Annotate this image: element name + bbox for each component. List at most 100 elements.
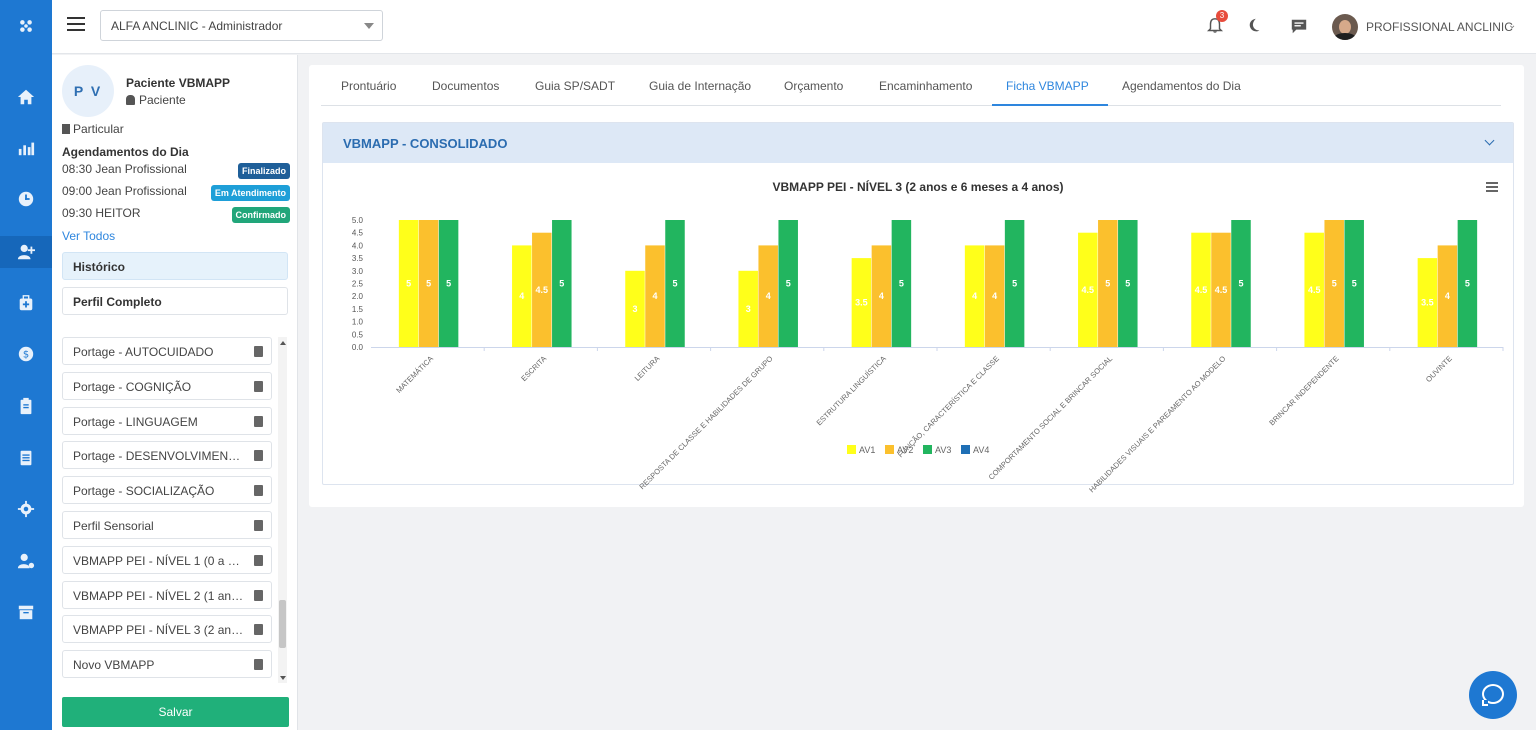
bar-av3 — [665, 220, 685, 347]
record-item[interactable]: Portage - AUTOCUIDADO — [62, 337, 272, 365]
record-item[interactable]: Portage - DESENVOLVIMENTO MOTOR — [62, 441, 272, 470]
clipboard-icon[interactable] — [254, 415, 263, 427]
tab-7[interactable]: Agendamentos do Dia — [1122, 79, 1241, 93]
legend-item[interactable]: AV1 — [847, 445, 875, 455]
clipboard-icon[interactable] — [254, 380, 263, 392]
user-name[interactable]: PROFISSIONAL ANCLINIC — [1366, 20, 1513, 34]
legend-label: AV1 — [859, 445, 876, 455]
clipboard-icon[interactable] — [0, 390, 52, 422]
bar-av1 — [1191, 232, 1211, 347]
patient-name: Paciente VBMAPP — [126, 76, 231, 90]
user-settings-icon[interactable] — [0, 545, 52, 577]
bar-av2 — [1437, 245, 1458, 347]
section-title: VBMAPP - CONSOLIDADO — [343, 136, 508, 151]
main-card: Prontuário Documentos Guia SP/SADT Guia de … — [309, 65, 1524, 507]
settings-icon[interactable] — [0, 493, 52, 525]
clipboard-icon[interactable] — [254, 589, 263, 601]
tab-6[interactable]: Ficha VBMAPP — [1006, 79, 1089, 93]
status-badge: Finalizado — [237, 163, 290, 179]
record-item[interactable]: Portage - SOCIALIZAÇÃO — [62, 476, 272, 505]
section-header[interactable]: VBMAPP - CONSOLIDADO — [323, 123, 1513, 163]
archive-icon[interactable] — [0, 596, 52, 628]
record-item[interactable]: Novo VBMAPP — [62, 650, 272, 679]
appointment-row[interactable]: 08:30 Jean Profissional Finalizado — [62, 162, 290, 180]
record-item[interactable]: Perfil Sensorial — [62, 511, 272, 539]
messages-icon[interactable] — [1288, 15, 1310, 37]
tab-1[interactable]: Documentos — [432, 79, 500, 93]
clipboard-icon[interactable] — [254, 485, 263, 497]
tab-2[interactable]: Guia SP/SADT — [535, 79, 616, 93]
tab-5[interactable]: Encaminhamento — [879, 79, 973, 93]
bar-av2 — [418, 220, 439, 347]
appointment-row[interactable]: 09:00 Jean Profissional Em Atendimento — [62, 184, 290, 202]
record-item[interactable]: VBMAPP PEI - NÍVEL 2 (1 ano e 6 meses a … — [62, 580, 272, 609]
user-avatar[interactable] — [1332, 14, 1358, 40]
history-tab[interactable]: Histórico — [62, 252, 288, 280]
chart-icon[interactable] — [0, 132, 52, 164]
scroll-down-icon[interactable] — [280, 676, 286, 680]
clock-icon[interactable] — [0, 183, 52, 215]
x-category-label: HABILIDADES VISUAIS E PAREAMENTO AO MODE… — [1087, 354, 1227, 494]
dark-mode-icon[interactable] — [1243, 15, 1265, 37]
chart-menu-icon[interactable] — [1486, 182, 1498, 194]
chart-title: VBMAPP PEI - NÍVEL 3 (2 anos e 6 meses a… — [772, 180, 1064, 194]
record-item[interactable]: Portage - COGNIÇÃO — [62, 371, 272, 400]
clinic-select[interactable]: ALFA ANCLINIC - Administrador — [100, 10, 383, 41]
bell-icon[interactable]: 3 — [1204, 10, 1228, 37]
medical-bag-icon[interactable] — [0, 287, 52, 319]
legend-item[interactable]: AV2 — [885, 445, 913, 455]
bar-av2 — [984, 245, 1005, 347]
status-badge: Em Atendimento — [210, 185, 290, 201]
records-scrollbar[interactable] — [278, 337, 287, 683]
record-item[interactable]: VBMAPP PEI - NÍVEL 1 (0 a 1 ano e 6 mese… — [62, 545, 272, 574]
y-tick-label: 0.0 — [352, 343, 364, 352]
chat-icon[interactable] — [1469, 671, 1517, 719]
bar-value-label: 5 — [559, 279, 564, 289]
logo-icon[interactable] — [0, 10, 52, 42]
clipboard-icon[interactable] — [254, 520, 263, 531]
bar-value-label: 4 — [992, 291, 997, 301]
legend-swatch — [923, 445, 932, 454]
bar-value-label: 4.5 — [1215, 285, 1228, 295]
records-list: Portage - AUTOCUIDADO Portage - COGNIÇÃO P… — [52, 325, 298, 685]
legend-swatch — [847, 445, 856, 454]
clipboard-icon[interactable] — [254, 659, 263, 671]
bar-value-label: 5 — [406, 279, 411, 289]
appointment-row[interactable]: 09:30 HEITOR Confirmado — [62, 206, 290, 224]
x-category-label: LEITURA — [633, 354, 662, 383]
add-user-icon[interactable] — [0, 236, 52, 268]
menu-toggle-icon[interactable] — [67, 17, 85, 31]
document-icon[interactable] — [0, 442, 52, 474]
tab-0[interactable]: Prontuário — [341, 79, 397, 93]
x-category-label: ESTRUTURA LINGUÍSTICA — [815, 354, 888, 427]
see-all-link[interactable]: Ver Todos — [62, 229, 116, 243]
scroll-up-icon[interactable] — [280, 341, 286, 345]
record-item[interactable]: Portage - LINGUAGEM — [62, 406, 272, 435]
home-icon[interactable] — [0, 81, 52, 113]
save-button[interactable]: Salvar — [62, 697, 289, 727]
bar-value-label: 3.5 — [855, 298, 868, 308]
full-profile-tab[interactable]: Perfil Completo — [62, 287, 288, 315]
clipboard-icon[interactable] — [254, 450, 263, 462]
user-menu-chevron-icon[interactable]: ⌄ — [1508, 20, 1517, 31]
appointment-label: 09:00 Jean Profissional — [62, 184, 187, 198]
scroll-thumb[interactable] — [279, 600, 286, 648]
bar-av3 — [891, 220, 912, 347]
record-item-label: Portage - LINGUAGEM — [73, 414, 198, 429]
legend-swatch — [961, 445, 970, 454]
y-tick-label: 3.0 — [352, 267, 364, 276]
money-icon[interactable]: $ — [0, 338, 52, 370]
chevron-down-icon[interactable] — [1484, 135, 1495, 146]
bar-value-label: 4.5 — [1195, 285, 1208, 295]
tab-3[interactable]: Guia de Internação — [649, 79, 752, 93]
bar-av1 — [398, 220, 419, 347]
legend-item[interactable]: AV3 — [923, 445, 951, 455]
legend-item[interactable]: AV4 — [961, 445, 989, 455]
patient-plan: Particular — [62, 122, 124, 136]
tab-4[interactable]: Orçamento — [784, 79, 844, 93]
clipboard-icon[interactable] — [254, 346, 263, 357]
clipboard-icon[interactable] — [254, 554, 263, 566]
notification-badge: 3 — [1216, 10, 1228, 22]
record-item[interactable]: VBMAPP PEI - NÍVEL 3 (2 anos e 6 meses a… — [62, 615, 272, 644]
clipboard-icon[interactable] — [254, 624, 263, 636]
